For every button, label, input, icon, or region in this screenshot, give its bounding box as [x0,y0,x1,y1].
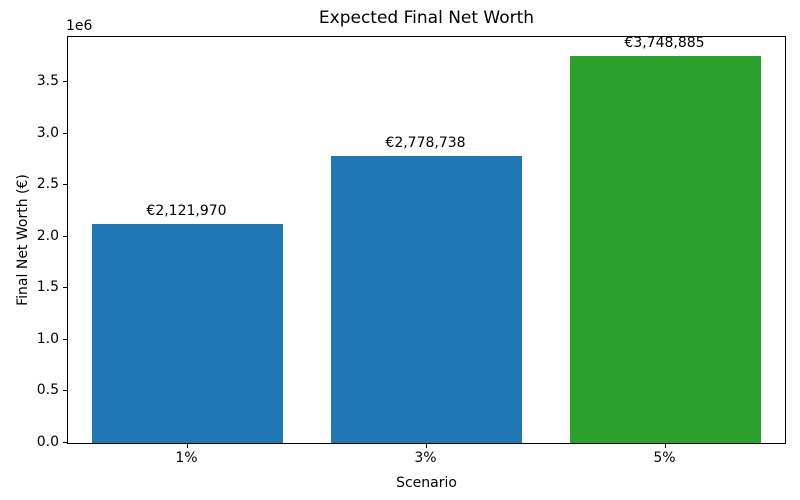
y-tick-label: 1.5 [36,279,59,296]
y-axis-offset-text: 1e6 [66,18,93,34]
x-tick-label: 1% [175,450,198,466]
plot-area [67,36,786,444]
bar-1% [91,224,284,443]
y-tick-label: 3.0 [36,124,59,141]
bar-3% [330,156,523,443]
y-tick-label: 3.5 [36,73,59,89]
x-tick-label: 3% [414,450,437,466]
x-axis-label: Scenario [396,475,457,491]
y-tick-mark [63,235,67,237]
x-tick-mark [186,444,188,448]
y-tick-label: 1.0 [36,330,59,347]
y-tick-mark [63,132,67,134]
y-tick-label: 2.0 [36,227,59,244]
x-tick-mark [425,444,427,448]
y-tick-label: 0.5 [36,382,59,399]
bar-value-label: €2,121,970 [146,203,227,220]
bar-5% [569,56,762,443]
y-tick-label: 0.0 [36,434,59,450]
x-tick-label: 5% [653,450,676,466]
y-tick-mark [63,184,67,186]
y-tick-mark [63,287,67,289]
bar-value-label: €3,748,885 [624,35,705,52]
y-tick-mark [63,338,67,340]
bar-value-label: €2,778,738 [385,135,466,152]
x-tick-mark [664,444,666,448]
y-tick-mark [63,81,67,82]
y-tick-label: 2.5 [36,176,59,193]
y-tick-mark [63,442,67,443]
chart-title: Expected Final Net Worth [318,8,535,28]
y-tick-mark [63,390,67,392]
